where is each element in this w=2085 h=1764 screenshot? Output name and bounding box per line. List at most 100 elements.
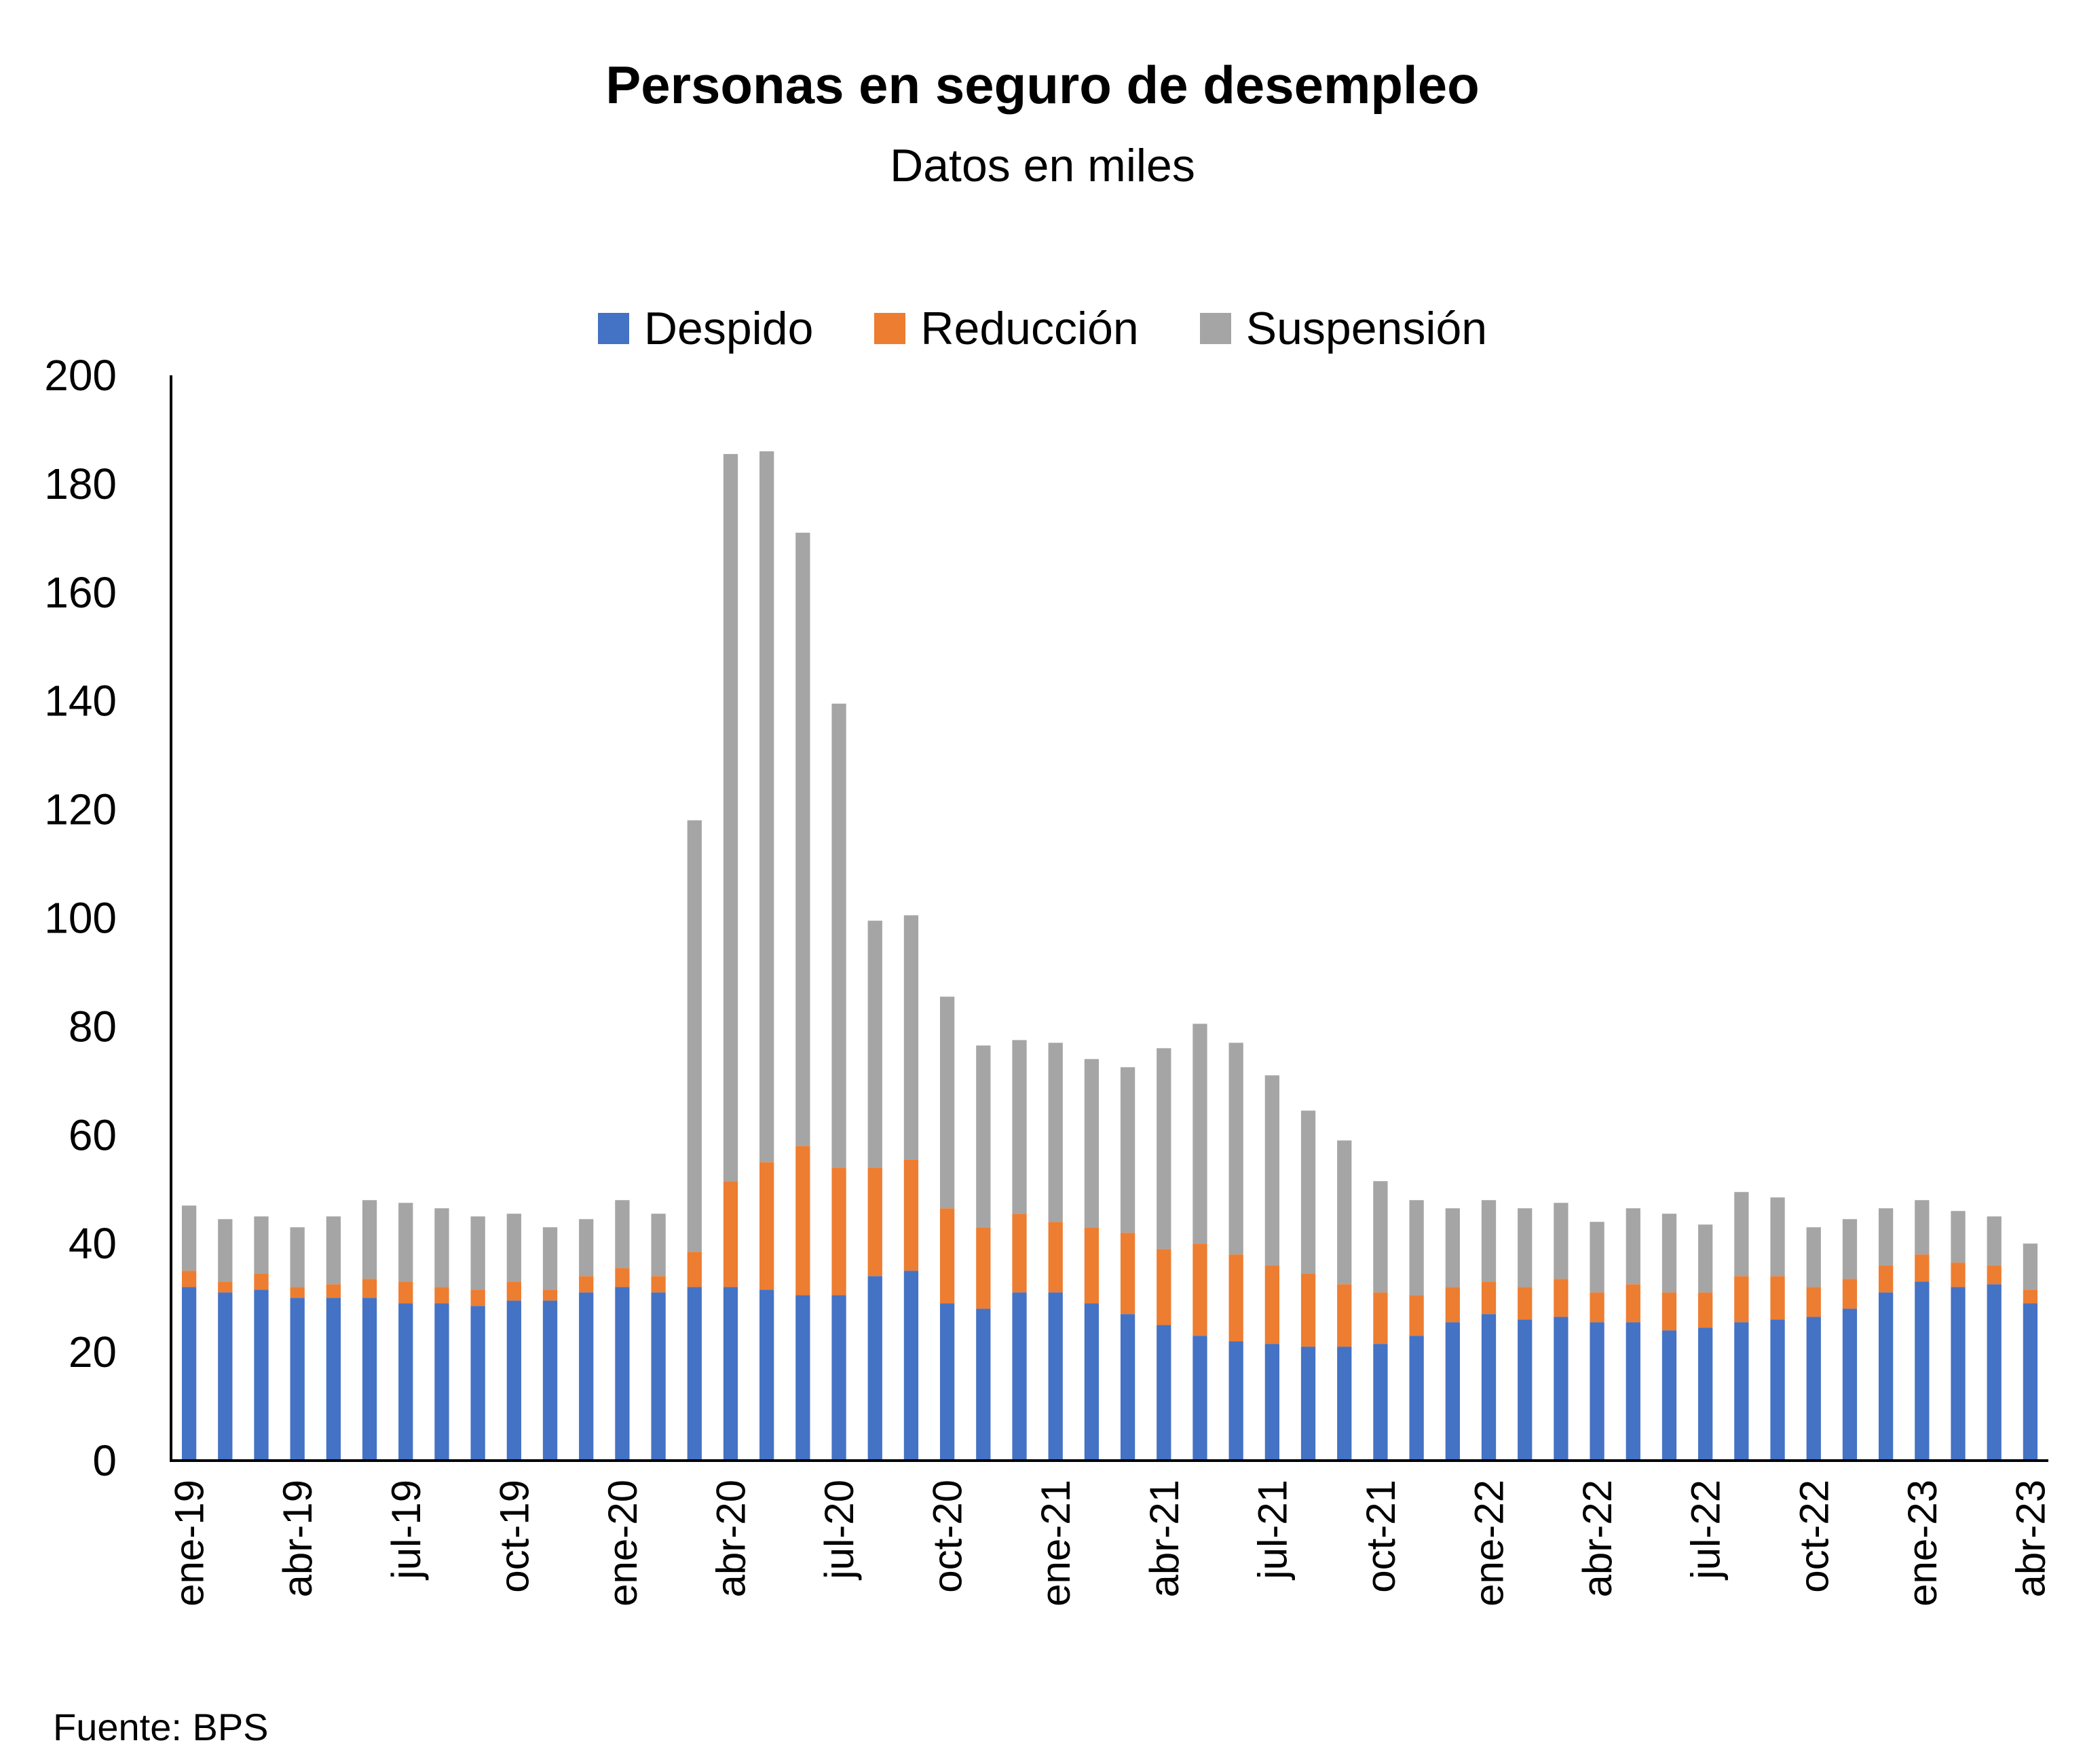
bar-despido-ene-20: [615, 1287, 630, 1461]
bar-suspension-jun-19: [362, 1200, 377, 1279]
x-tick-label: abr-23: [2008, 1480, 2053, 1597]
bar-despido-may-20: [759, 1290, 774, 1461]
bar-reduccion-abr-23: [2023, 1290, 2038, 1304]
legend-label-suspension: Suspensión: [1245, 303, 1488, 354]
bar-reduccion-feb-20: [651, 1276, 666, 1293]
bar-reduccion-jul-21: [1264, 1265, 1280, 1345]
bar-despido-jul-21: [1264, 1344, 1280, 1461]
bar-despido-ene-22: [1481, 1314, 1497, 1461]
bar-despido-dic-19: [579, 1292, 594, 1461]
bar-reduccion-jul-19: [398, 1281, 413, 1304]
legend-item-reduccion: Reducción: [874, 302, 1139, 355]
bar-reduccion-dic-21: [1445, 1287, 1460, 1323]
bar-suspension-sep-20: [903, 915, 919, 1160]
bar-reduccion-may-19: [326, 1284, 341, 1298]
bar-despido-dic-22: [1878, 1292, 1894, 1461]
x-tick-label: oct-22: [1791, 1480, 1837, 1593]
bar-despido-mar-20: [687, 1287, 702, 1461]
bar-reduccion-oct-21: [1373, 1292, 1388, 1345]
bar-despido-feb-21: [1084, 1303, 1100, 1461]
bar-reduccion-jul-20: [831, 1167, 846, 1296]
bar-suspension-ene-19: [181, 1205, 197, 1271]
bar-reduccion-nov-20: [976, 1227, 991, 1309]
bar-despido-jun-22: [1661, 1330, 1677, 1461]
bar-suspension-sep-22: [1770, 1197, 1785, 1277]
x-tick-label: abr-20: [708, 1480, 753, 1597]
bar-suspension-may-21: [1192, 1024, 1207, 1244]
bar-reduccion-ago-21: [1300, 1273, 1316, 1347]
bar-reduccion-ago-20: [867, 1167, 882, 1277]
y-tick-label: 40: [69, 1219, 117, 1268]
bar-despido-abr-19: [290, 1298, 305, 1461]
bar-reduccion-ene-20: [615, 1268, 630, 1288]
bar-despido-oct-19: [506, 1300, 521, 1461]
bar-suspension-feb-23: [1951, 1211, 1966, 1263]
bar-despido-ene-21: [1048, 1292, 1063, 1461]
bar-suspension-ene-22: [1481, 1200, 1497, 1282]
bar-suspension-ago-21: [1300, 1110, 1316, 1274]
bar-reduccion-nov-22: [1842, 1279, 1858, 1309]
legend-item-despido: Despido: [597, 302, 814, 355]
bar-suspension-oct-20: [939, 996, 955, 1209]
bar-suspension-mar-23: [1987, 1216, 2002, 1266]
x-tick-label: jul-20: [816, 1480, 862, 1581]
bar-despido-ene-23: [1915, 1281, 1930, 1461]
bar-despido-may-21: [1192, 1336, 1207, 1461]
bar-despido-oct-22: [1806, 1317, 1821, 1461]
bar-suspension-nov-20: [976, 1045, 991, 1228]
legend-label-despido: Despido: [643, 303, 814, 354]
bar-suspension-feb-19: [218, 1219, 233, 1282]
y-tick-label: 80: [69, 1002, 117, 1051]
bar-suspension-jul-20: [831, 703, 846, 1168]
x-tick-label: abr-21: [1142, 1480, 1187, 1597]
bar-suspension-dic-21: [1445, 1208, 1460, 1288]
bar-suspension-jul-21: [1264, 1075, 1280, 1266]
bar-despido-mar-23: [1987, 1284, 2002, 1461]
bar-reduccion-mar-19: [254, 1273, 269, 1290]
y-tick-label: 160: [44, 568, 117, 617]
y-tick-label: 120: [44, 785, 117, 834]
bar-reduccion-mar-20: [687, 1252, 702, 1288]
bar-reduccion-dic-20: [1012, 1214, 1027, 1293]
bar-reduccion-ago-22: [1734, 1276, 1749, 1323]
bar-suspension-feb-20: [651, 1214, 666, 1277]
bar-suspension-oct-19: [506, 1214, 521, 1282]
bar-despido-oct-20: [939, 1303, 955, 1461]
bar-despido-sep-19: [470, 1306, 485, 1461]
bar-reduccion-nov-21: [1409, 1295, 1424, 1336]
bar-despido-ene-19: [181, 1287, 197, 1461]
y-tick-label: 20: [69, 1328, 117, 1376]
legend-item-suspension: Suspensión: [1199, 302, 1488, 355]
bar-despido-jun-19: [362, 1298, 377, 1461]
bar-despido-mar-19: [254, 1290, 269, 1461]
x-tick-label: oct-20: [925, 1480, 971, 1593]
x-tick-label: jul-19: [383, 1480, 429, 1581]
y-tick-label: 60: [69, 1110, 117, 1159]
bar-suspension-oct-21: [1373, 1181, 1388, 1293]
bar-suspension-oct-22: [1806, 1227, 1821, 1288]
bar-despido-ago-21: [1300, 1347, 1316, 1461]
bar-despido-may-19: [326, 1298, 341, 1461]
bar-suspension-abr-23: [2023, 1243, 2038, 1290]
bar-reduccion-sep-19: [470, 1290, 485, 1307]
bar-reduccion-jun-21: [1228, 1254, 1243, 1342]
bar-despido-ago-22: [1734, 1322, 1749, 1461]
bar-suspension-sep-21: [1337, 1140, 1352, 1285]
bar-suspension-may-22: [1626, 1208, 1640, 1285]
bar-reduccion-may-22: [1626, 1284, 1640, 1323]
bar-despido-jun-20: [795, 1295, 810, 1461]
bar-despido-mar-21: [1120, 1314, 1135, 1461]
bar-despido-ago-19: [434, 1303, 449, 1461]
chart-subtitle: Datos en miles: [890, 140, 1195, 191]
chart-title: Personas en seguro de desempleo: [605, 55, 1480, 115]
bar-reduccion-jun-19: [362, 1279, 377, 1298]
bar-reduccion-dic-19: [579, 1276, 594, 1293]
legend: Despido Reducción Suspensión: [0, 302, 2085, 355]
bar-suspension-nov-19: [542, 1227, 558, 1290]
bar-reduccion-sep-22: [1770, 1276, 1785, 1320]
bar-despido-nov-21: [1409, 1336, 1424, 1461]
bar-reduccion-feb-23: [1951, 1262, 1966, 1288]
bar-despido-sep-21: [1337, 1347, 1352, 1461]
bar-suspension-ene-23: [1915, 1200, 1930, 1255]
bar-despido-abr-23: [2023, 1303, 2038, 1461]
